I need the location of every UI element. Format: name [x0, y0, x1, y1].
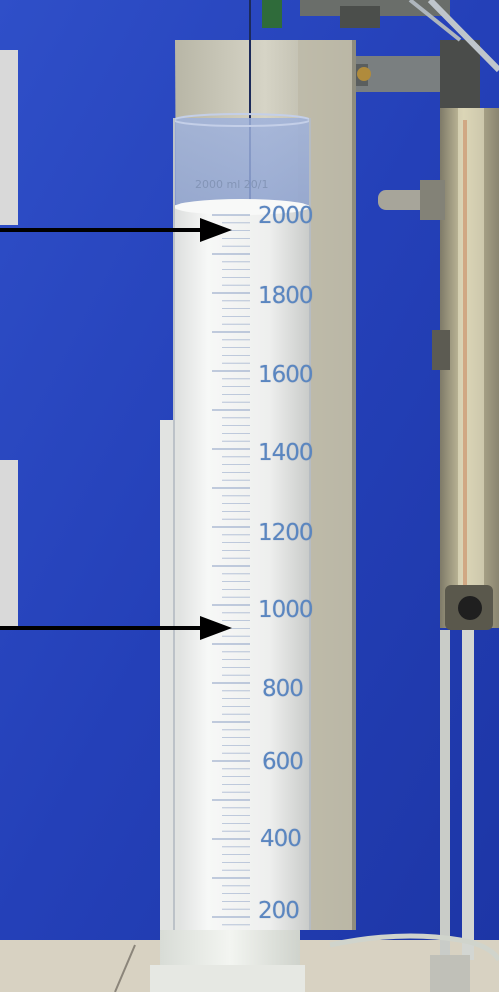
graduation-label-200: 200	[258, 898, 300, 924]
graduation-ticks	[212, 214, 250, 926]
graduation-label-1600: 1600	[258, 362, 314, 388]
graduation-label-600: 600	[262, 749, 304, 775]
graduation-label-800: 800	[262, 676, 304, 702]
cylinder-base	[150, 925, 305, 992]
graduation-label-1800: 1800	[258, 283, 314, 309]
graduation-label-2000: 2000	[258, 203, 314, 229]
graduation-label-400: 400	[260, 826, 302, 852]
graduation-label-1000: 1000	[258, 597, 314, 623]
arrow-to-2000	[0, 218, 232, 242]
arrow-to-1000	[0, 616, 232, 640]
left-panel-bottom	[0, 460, 18, 630]
graduation-label-1400: 1400	[258, 440, 314, 466]
graduation-label-1200: 1200	[258, 520, 314, 546]
flowmeter	[378, 108, 499, 992]
left-panel-top	[0, 50, 18, 225]
cylinder-header-text: 2000 ml 20/1	[195, 178, 269, 191]
graduated-cylinder	[160, 113, 311, 930]
